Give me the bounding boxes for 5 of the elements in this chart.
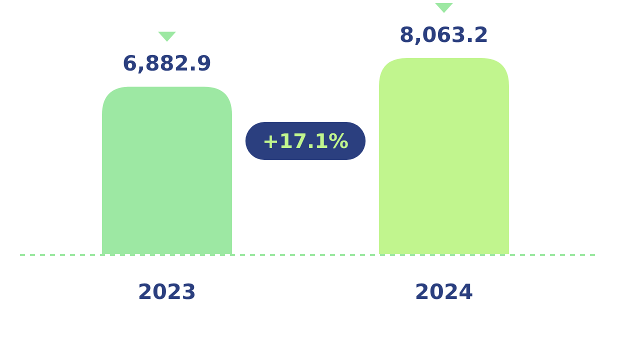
x-tick-label: 2023 xyxy=(138,280,196,304)
data-label: 8,063.2 xyxy=(399,23,489,47)
data-label: 6,882.9 xyxy=(122,52,212,76)
x-tick-label: 2024 xyxy=(414,280,474,304)
annotation: +17.1% xyxy=(262,129,349,153)
